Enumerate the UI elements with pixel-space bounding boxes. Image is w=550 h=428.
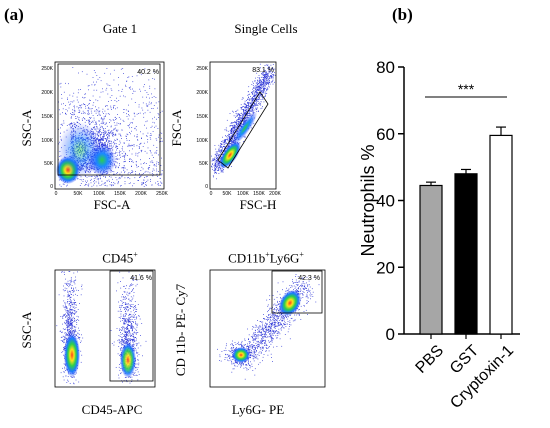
- bar-chart: Neutrophils % 0 20 40 60 80 PBS GSTCryptoxin-…: [360, 58, 520, 412]
- cd45-xlabel: CD45-APC: [81, 402, 143, 417]
- cd45-pct: 41.6 %: [130, 275, 152, 282]
- y-tick-label: 40: [376, 192, 395, 211]
- significance: ***: [425, 81, 507, 98]
- singlecells-xlabel: FSC-H: [239, 197, 277, 212]
- gate1-title: Gate 1: [102, 21, 138, 36]
- svg-text:50K: 50K: [223, 191, 233, 197]
- svg-text:50K: 50K: [74, 191, 84, 197]
- svg-text:0: 0: [205, 184, 208, 190]
- cd11b-xlabel: Ly6G- PE: [231, 402, 285, 417]
- bar-pbs: [419, 184, 443, 335]
- y-tick-label: 20: [376, 258, 395, 277]
- y-tick-label: 60: [376, 125, 395, 144]
- significance-stars: ***: [458, 81, 475, 97]
- y-tick-label: 0: [386, 325, 395, 344]
- cd11b-pct: 42.3 %: [298, 275, 320, 282]
- svg-text:150K: 150K: [114, 191, 126, 197]
- svg-text:100K: 100K: [93, 191, 105, 197]
- svg-text:150K: 150K: [41, 114, 53, 120]
- cd11b-title: CD11b+Ly6G+: [228, 250, 304, 266]
- svg-text:250K: 250K: [196, 66, 208, 72]
- panel-a-label: (a): [4, 5, 24, 24]
- gate1-pct: 40.2 %: [137, 69, 159, 76]
- y-axis-label: Neutrophils %: [360, 144, 378, 256]
- svg-text:0: 0: [210, 191, 213, 197]
- svg-text:50K: 50K: [199, 161, 209, 167]
- svg-text:200K: 200K: [135, 191, 147, 197]
- bar-gst: [454, 173, 478, 335]
- panel-b-label: (b): [392, 5, 413, 24]
- svg-text:150K: 150K: [196, 114, 208, 120]
- gate1-xlabel: FSC-A: [93, 197, 131, 212]
- svg-text:200K: 200K: [41, 90, 53, 96]
- cd45-title: CD45+: [102, 250, 138, 266]
- y-axis: 0 20 40 60 80: [376, 58, 520, 344]
- svg-text:150K: 150K: [253, 191, 265, 197]
- gate1-xticks: 0 50K 100K 150K 200K 250K: [55, 191, 169, 197]
- y-tick-label: 80: [376, 58, 395, 77]
- svg-text:0: 0: [50, 184, 53, 190]
- svg-text:250K: 250K: [156, 191, 168, 197]
- svg-text:200K: 200K: [269, 191, 281, 197]
- cd11b-plot: 42.3 %: [209, 269, 326, 388]
- singlecells-yticks: 250K 200K 150K 100K 50K 0: [196, 66, 208, 190]
- svg-text:100K: 100K: [41, 138, 53, 144]
- x-tick-label: PBS: [413, 342, 448, 377]
- singlecells-xticks: 0 50K 100K 150K 200K: [210, 191, 282, 197]
- gate1-plot: 40.2 % 250K 200K 150K 100K 50K 0 0 50K 1…: [41, 61, 169, 197]
- svg-text:100K: 100K: [237, 191, 249, 197]
- gate1-yticks: 250K 200K 150K 100K 50K 0: [41, 66, 53, 190]
- svg-text:250K: 250K: [41, 66, 53, 72]
- svg-text:50K: 50K: [44, 161, 54, 167]
- flow-plots: 40.2 % 250K 200K 150K 100K 50K 0 0 50K 1…: [41, 61, 326, 388]
- cd45-plot: 41.6 %: [54, 269, 156, 388]
- singlecells-pct: 83.1 %: [252, 67, 274, 74]
- singlecells-title: Single Cells: [234, 21, 298, 36]
- singlecells-plot: 83.1 % 250K 200K 150K 100K 50K 0 0 50K 1…: [196, 61, 282, 197]
- svg-text:100K: 100K: [196, 138, 208, 144]
- svg-text:0: 0: [55, 191, 58, 197]
- svg-text:200K: 200K: [196, 90, 208, 96]
- bar-cryptoxin-1: [489, 134, 513, 335]
